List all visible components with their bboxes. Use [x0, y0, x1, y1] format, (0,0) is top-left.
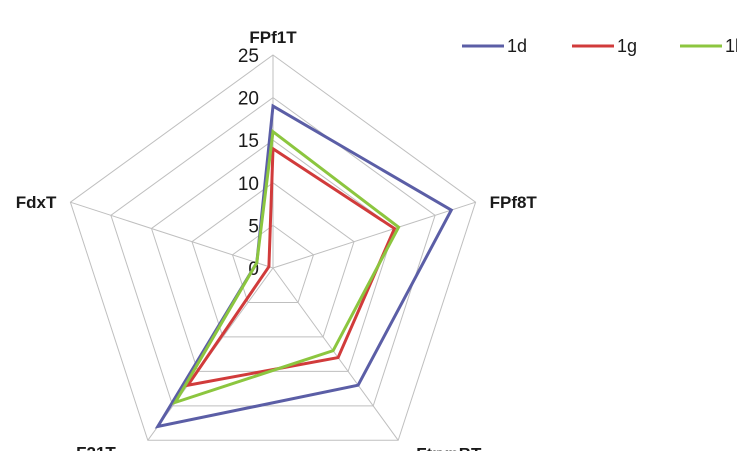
spoke-fdxt: [70, 201, 274, 269]
tick-label: 10: [238, 174, 259, 195]
tick-label: 20: [238, 89, 259, 110]
axis-label-fpf8t: FPf8T: [490, 193, 538, 212]
axis-label-ftrypbt: FtrypBT: [416, 444, 482, 451]
grid-ring-25: [69, 54, 477, 441]
legend-label-1g: 1g: [617, 36, 637, 56]
axis-label-fdxt: FdxT: [16, 193, 57, 212]
series-line-1g: [184, 145, 397, 388]
axis-labels: FPf1T FPf8T FtrypBT F21T FdxT: [16, 28, 538, 451]
grid-ring-20: [110, 96, 436, 407]
series-lines: [154, 103, 454, 429]
legend-label-1l: 1l: [725, 36, 737, 56]
axis-label-fpf1t: FPf1T: [249, 28, 297, 47]
grid-ring-5: [231, 224, 315, 303]
legend-label-1d: 1d: [507, 36, 527, 56]
tick-label: 5: [248, 216, 259, 237]
tick-label: 25: [238, 46, 259, 67]
legend: 1d 1g 1l: [462, 36, 737, 56]
tick-label: 15: [238, 131, 259, 152]
spoke-ftrypbt: [272, 267, 399, 441]
axis-label-f21t: F21T: [76, 443, 116, 451]
spoke-fpf8t: [272, 201, 476, 269]
grid-ring-10: [191, 182, 355, 338]
series-line-1l: [172, 128, 401, 406]
